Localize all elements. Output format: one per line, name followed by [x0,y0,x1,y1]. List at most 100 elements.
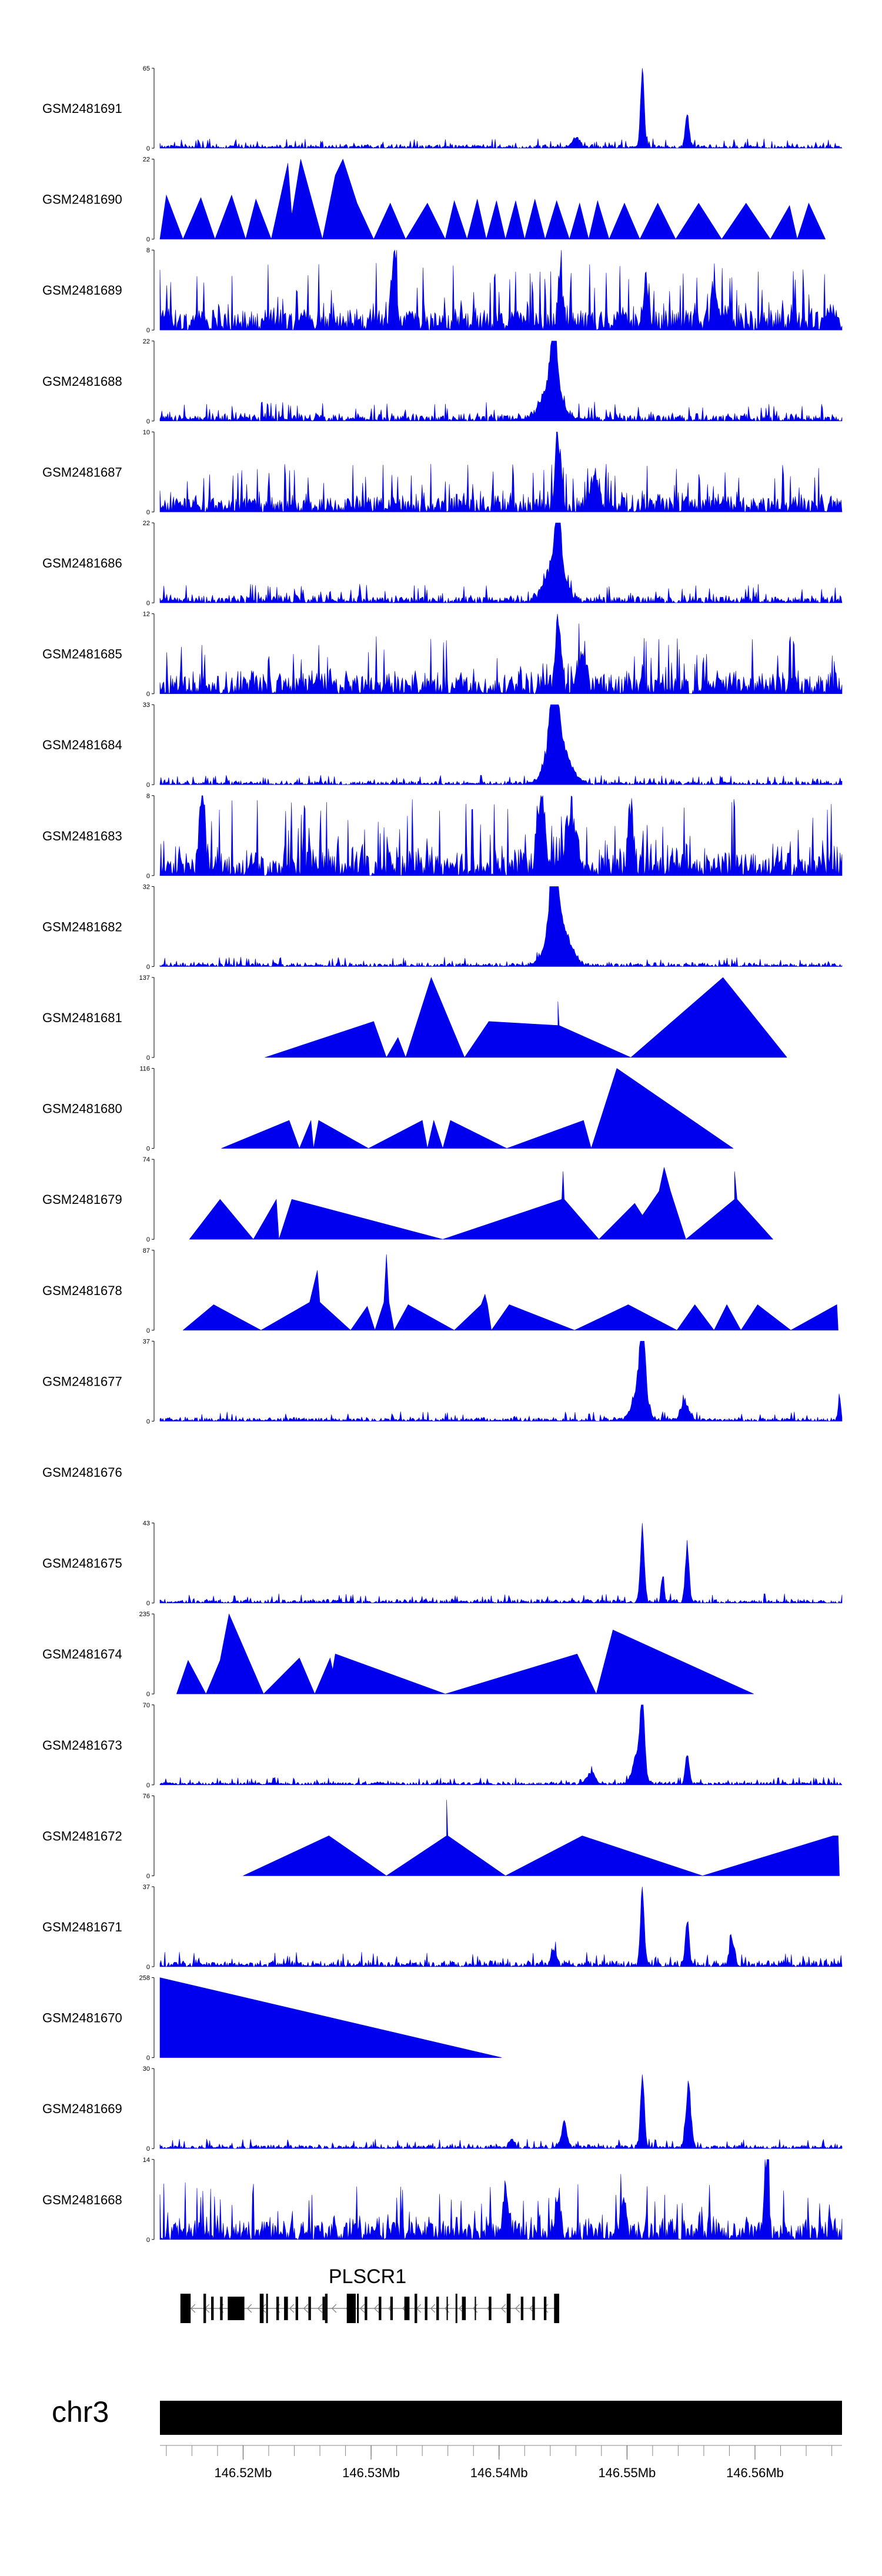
track-label: GSM2481669 [42,2101,122,2116]
y-min-label: 0 [146,2145,150,2153]
y-max-label: 87 [143,1247,150,1254]
track-label: GSM2481679 [42,1192,122,1207]
strand-arrow [246,2304,252,2313]
y-max-label: 70 [143,1702,150,1709]
y-max-label: 33 [143,702,150,709]
coverage-area [159,1977,502,2058]
y-max-label: 30 [143,2066,150,2073]
coverage-area [159,68,843,149]
axis-tick-label: 146.54Mb [470,2465,528,2480]
gene-exon [554,2294,560,2323]
y-max-label: 137 [139,975,150,982]
gene-feature-mark [543,2297,547,2320]
coverage-area [221,1068,734,1149]
coverage-area [159,158,826,240]
y-max-label: 14 [143,2157,150,2164]
gene-exon [203,2294,206,2323]
y-min-label: 0 [146,1418,150,1425]
strand-arrow [500,2304,506,2313]
gene-exon [506,2294,511,2323]
gene-feature-mark [220,2297,223,2320]
gene-exon [346,2294,356,2323]
y-max-label: 8 [146,793,150,800]
gene-exon [266,2294,268,2323]
track-label: GSM2481673 [42,1738,122,1753]
coverage-track: GSM2481683 8 0 [42,793,843,880]
y-min-label: 0 [146,873,150,880]
coverage-track: GSM2481688 22 0 [42,338,843,425]
gene-exon [415,2294,417,2323]
gene-feature-mark [462,2297,466,2320]
track-label: GSM2481681 [42,1010,122,1025]
coverage-track: GSM2481682 32 0 [42,883,843,970]
track-label: GSM2481686 [42,556,122,570]
y-min-label: 0 [146,1236,150,1243]
coverage-area [176,1613,754,1695]
gene-exon [455,2294,457,2323]
track-label: GSM2481685 [42,647,122,662]
y-min-label: 0 [146,1964,150,1971]
y-min-label: 0 [146,1146,150,1153]
gene-feature-mark [276,2297,279,2320]
y-max-label: 43 [143,1520,150,1527]
track-label: GSM2481682 [42,919,122,934]
coverage-track: GSM2481673 70 0 [42,1702,843,1789]
gene-feature-mark [436,2297,439,2320]
y-max-label: 65 [143,65,150,72]
coverage-track: GSM2481676 [42,1465,122,1480]
y-min-label: 0 [146,782,150,789]
y-min-label: 0 [146,2055,150,2062]
gene-feature-mark [228,2297,245,2320]
track-label: GSM2481691 [42,101,122,116]
gene-feature-mark [446,2297,448,2320]
gene-feature-mark [284,2297,288,2320]
y-min-label: 0 [146,418,150,425]
y-min-label: 0 [146,963,150,970]
y-max-label: 32 [143,883,150,890]
coverage-track: GSM2481674 235 0 [42,1611,754,1698]
y-max-label: 22 [143,520,150,527]
track-label: GSM2481674 [42,1647,122,1661]
coverage-track: GSM2481681 137 0 [42,975,787,1062]
coverage-track: GSM2481672 76 0 [42,1793,840,1880]
track-label: GSM2481675 [42,1556,122,1571]
coverage-area [183,1254,838,1331]
y-min-label: 0 [146,145,150,152]
coverage-area [265,977,787,1058]
coverage-track: GSM2481670 258 0 [42,1975,502,2062]
y-min-label: 0 [146,1782,150,1789]
gene-feature-mark [425,2297,427,2320]
y-max-label: 10 [143,429,150,436]
axis-tick-label: 146.52Mb [215,2465,272,2480]
coverage-track: GSM2481671 37 0 [42,1884,843,1971]
gene-exon [259,2294,264,2323]
y-max-label: 76 [143,1793,150,1800]
coverage-area [159,2074,843,2150]
coverage-track: GSM2481680 116 0 [42,1066,734,1153]
coverage-track: GSM2481690 22 0 [42,156,826,243]
track-label: GSM2481670 [42,2011,122,2026]
axis-tick-label: 146.56Mb [726,2465,784,2480]
y-min-label: 0 [146,236,150,243]
coverage-area [159,613,843,695]
strand-arrow [359,2304,365,2313]
gene-feature-mark [532,2297,535,2320]
coverage-area [159,886,843,967]
coverage-track: GSM2481689 8 0 [42,247,843,334]
coverage-area [159,1886,843,1968]
coverage-track: GSM2481684 33 0 [42,702,843,789]
coverage-track: GSM2481687 10 0 [42,429,843,516]
coverage-area [159,1523,843,1604]
track-label: GSM2481672 [42,1828,122,1843]
coverage-area [159,341,843,422]
y-min-label: 0 [146,1873,150,1880]
strand-arrow [430,2304,436,2313]
y-min-label: 0 [146,1055,150,1062]
coverage-area [159,795,843,876]
chromosome-label: chr3 [52,2395,109,2428]
genomic-axis: 146.52Mb 146.53Mb 146.54Mb 146.55Mb 146.56Mb [160,2445,842,2480]
strand-arrow [303,2304,309,2313]
y-min-label: 0 [146,327,150,334]
track-label: GSM2481690 [42,192,122,207]
